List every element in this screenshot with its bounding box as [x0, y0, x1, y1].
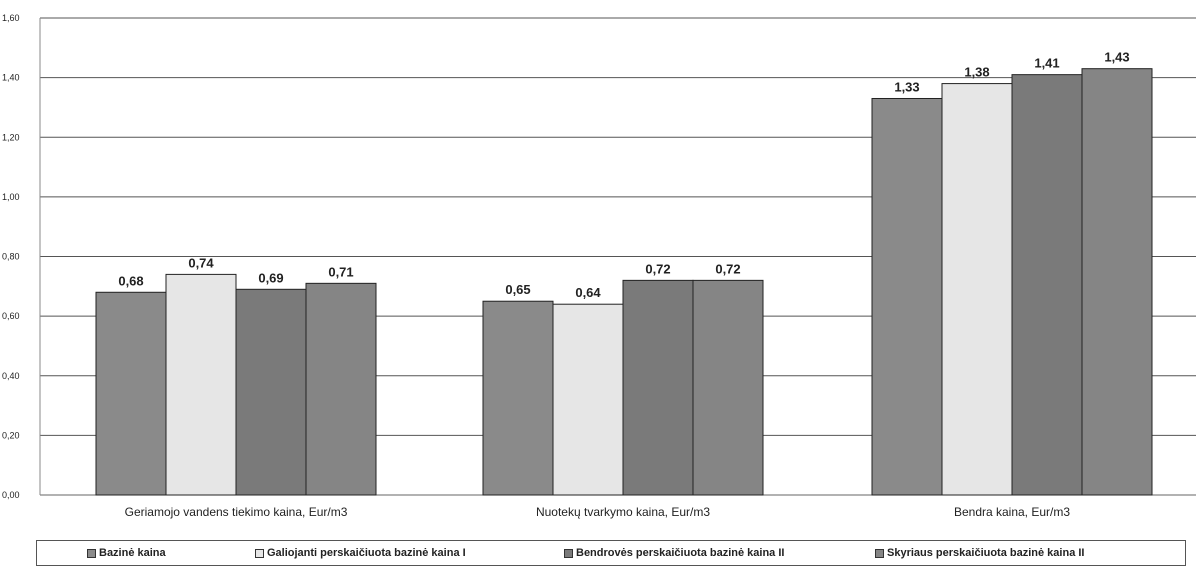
data-label: 0,68 [118, 273, 143, 288]
y-tick-label: 1,40 [2, 73, 20, 83]
legend-swatch-icon [255, 548, 264, 558]
bar [692, 279, 764, 496]
bar [622, 279, 694, 496]
bar [941, 83, 1013, 496]
data-label: 0,72 [645, 261, 670, 276]
legend-item: Bazinė kaina [87, 547, 166, 559]
x-category-label: Bendra kaina, Eur/m3 [954, 505, 1070, 519]
y-axis-ticks: 0,00 0,20 0,40 0,60 0,80 1,00 1,20 1,40 1,60 [2, 13, 20, 500]
legend-swatch-icon [87, 548, 96, 558]
x-category-label: Geriamojo vandens tiekimo kaina, Eur/m3 [125, 505, 348, 519]
legend-item: Galiojanti perskaičiuota bazinė kaina I [255, 547, 466, 559]
bar [95, 291, 167, 496]
bar [235, 288, 307, 496]
legend-item: Bendrovės perskaičiuota bazinė kaina II [564, 547, 784, 559]
data-label: 1,43 [1104, 50, 1129, 65]
data-label: 1,38 [964, 65, 989, 80]
data-label: 0,71 [328, 264, 353, 279]
y-tick-label: 0,00 [2, 490, 20, 500]
legend-label: Skyriaus perskaičiuota bazinė kaina II [887, 547, 1085, 559]
legend: Bazinė kaina Galiojanti perskaičiuota ba… [36, 540, 1186, 566]
legend-item: Skyriaus perskaičiuota bazinė kaina II [875, 547, 1084, 559]
data-label: 0,64 [575, 285, 601, 300]
legend-swatch-icon [564, 548, 573, 558]
data-label: 0,69 [258, 270, 283, 285]
y-tick-label: 1,00 [2, 192, 20, 202]
bar [1081, 68, 1153, 496]
legend-label: Bendrovės perskaičiuota bazinė kaina II [576, 547, 785, 559]
bars [95, 68, 1153, 496]
legend-label: Bazinė kaina [99, 547, 166, 559]
y-tick-label: 0,20 [2, 430, 20, 440]
y-tick-label: 0,60 [2, 311, 20, 321]
data-label: 0,74 [188, 255, 214, 270]
bar [871, 97, 943, 496]
bar [482, 300, 554, 496]
data-label: 0,65 [505, 282, 530, 297]
y-tick-label: 0,40 [2, 371, 20, 381]
data-label: 0,72 [715, 261, 740, 276]
y-tick-label: 1,60 [2, 13, 20, 23]
legend-swatch-icon [875, 548, 884, 558]
y-tick-label: 0,80 [2, 252, 20, 262]
y-tick-label: 1,20 [2, 132, 20, 142]
bar [1011, 74, 1083, 496]
bar [552, 303, 624, 496]
legend-label: Galiojanti perskaičiuota bazinė kaina I [267, 547, 466, 559]
x-category-label: Nuotekų tvarkymo kaina, Eur/m3 [536, 505, 710, 519]
bar [165, 273, 237, 496]
data-label: 1,33 [894, 79, 919, 94]
bar-chart: 0,00 0,20 0,40 0,60 0,80 1,00 1,20 1,40 1,60 0,6… [2, 13, 1196, 519]
bar [305, 282, 377, 496]
data-labels: 0,68 0,74 0,69 0,71 0,65 0,64 0,72 0,72 1,33 1,38… [118, 50, 1129, 301]
x-axis-labels: Geriamojo vandens tiekimo kaina, Eur/m3 N… [125, 505, 1071, 519]
data-label: 1,41 [1034, 56, 1059, 71]
